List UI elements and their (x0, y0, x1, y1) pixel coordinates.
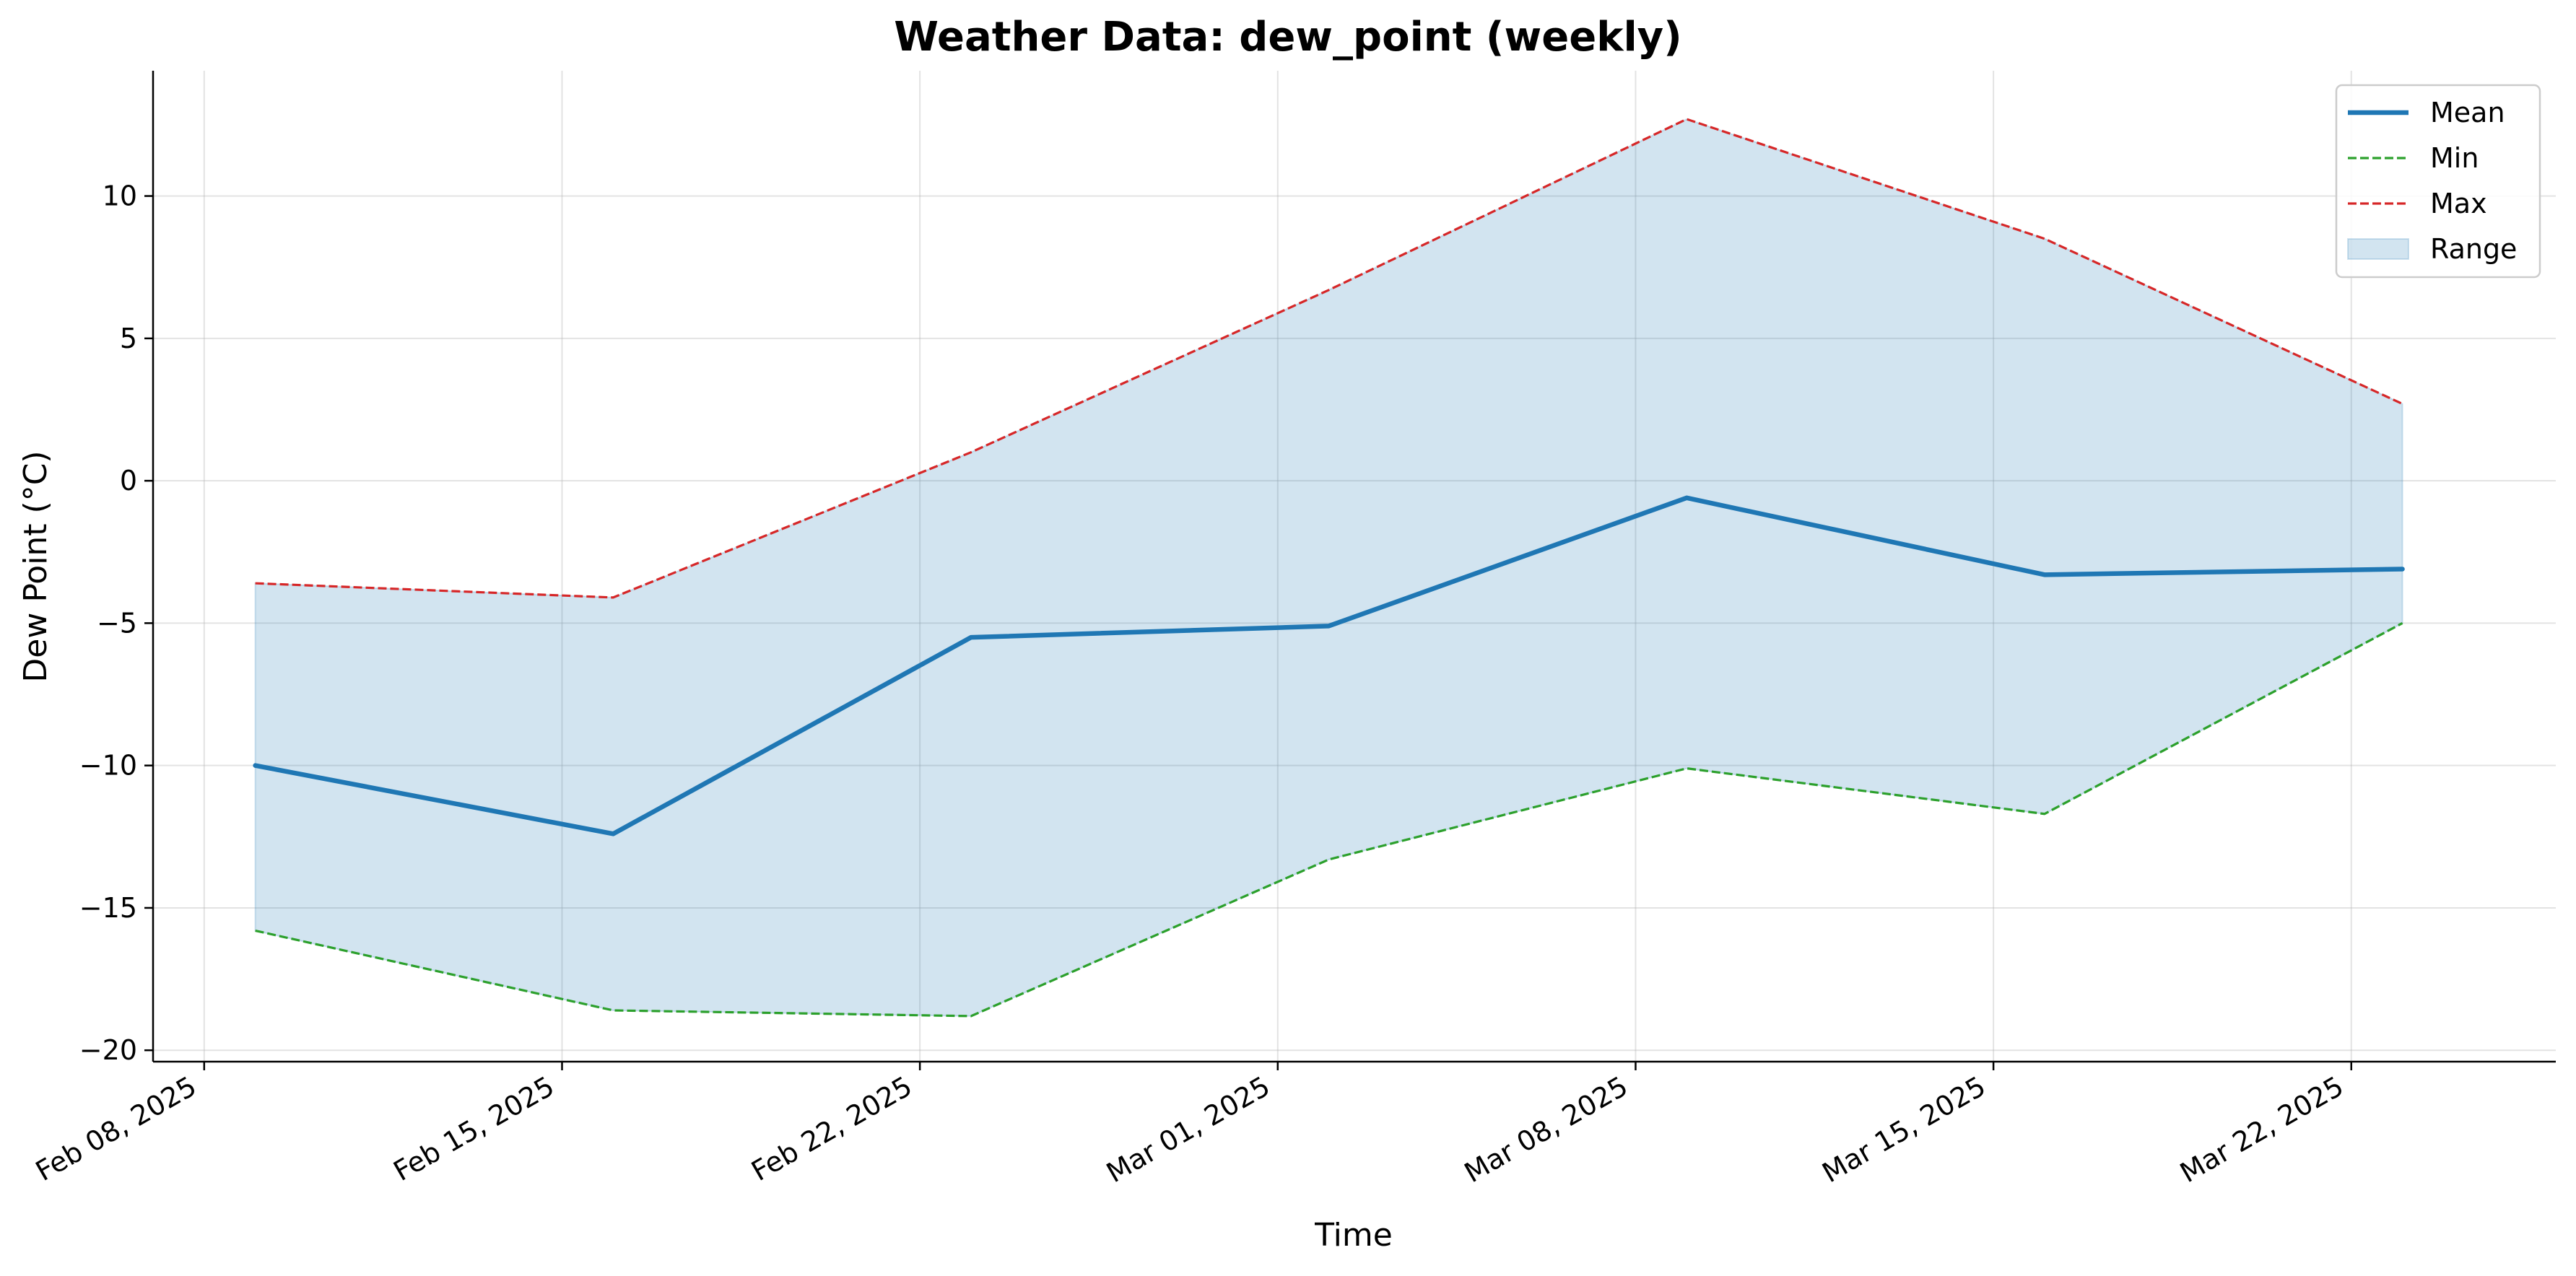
y-tick-label: 10 (103, 180, 137, 212)
grid (153, 71, 2556, 1062)
y-tick-label: −20 (79, 1034, 137, 1066)
series-line-min (255, 621, 2403, 1018)
series-lines (253, 118, 2405, 1018)
legend-label-range: Range (2430, 233, 2517, 265)
axes (144, 71, 2556, 1070)
y-tick-label: −5 (97, 607, 137, 639)
legend-label-max: Max (2430, 188, 2487, 219)
series-line-mean (253, 495, 2405, 836)
chart-title: Weather Data: dew_point (weekly) (894, 14, 1682, 61)
legend-label-min: Min (2430, 142, 2479, 174)
series-line-max (255, 118, 2403, 599)
y-axis-label: Dew Point (°C) (17, 450, 54, 682)
legend: Mean Min Max Range (2335, 84, 2541, 279)
y-tick-label: −15 (79, 892, 137, 924)
legend-box (2335, 84, 2541, 279)
y-tick-label: −10 (79, 750, 137, 782)
legend-swatch-range (2347, 238, 2409, 260)
legend-label-mean: Mean (2430, 97, 2505, 128)
x-axis-label: Time (1314, 1217, 1393, 1254)
y-tick-label: 5 (120, 323, 137, 354)
y-tick-label: 0 (120, 465, 137, 497)
